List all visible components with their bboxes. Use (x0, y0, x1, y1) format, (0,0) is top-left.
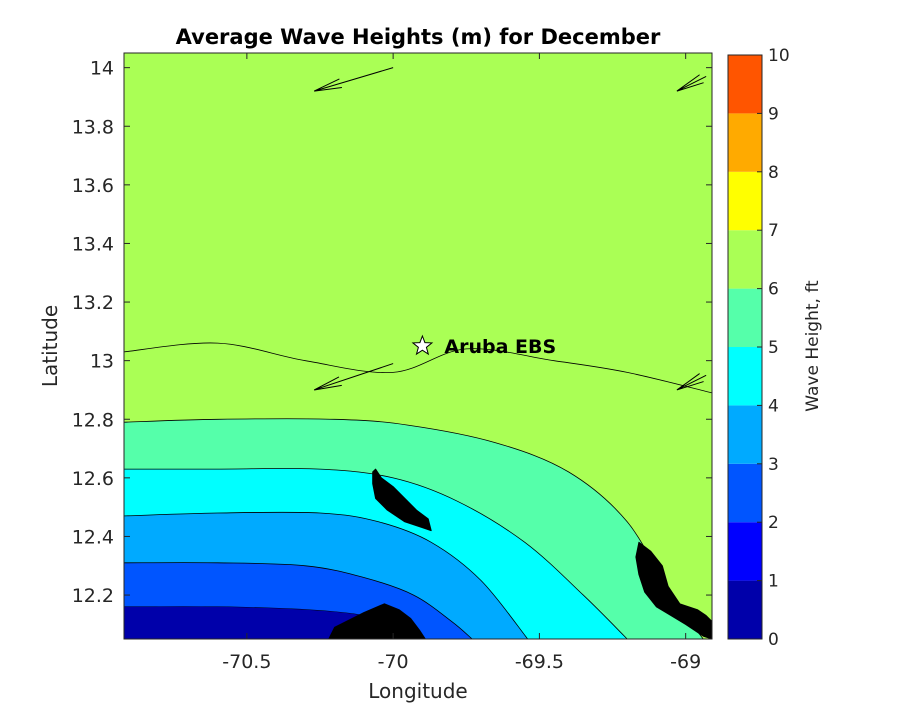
colorbar-segment-0-1 (728, 580, 762, 639)
y-tick-label: 12.8 (72, 409, 114, 431)
colorbar-segment-5-6 (728, 288, 762, 347)
y-tick-label: 12.2 (72, 585, 114, 607)
wave-vector-1 (313, 67, 394, 92)
colorbar-tick-label: 0 (768, 630, 779, 650)
wave-vector-3 (313, 363, 394, 391)
y-tick-label: 13.8 (72, 116, 114, 138)
land-mass-3 (328, 603, 426, 639)
plot-frame (123, 52, 713, 640)
colorbar-segment-4-5 (728, 347, 762, 406)
y-tick-label: 14 (90, 58, 114, 80)
contour-line-6 (124, 342, 712, 394)
y-tick-label: 13.2 (72, 292, 114, 314)
x-tick-label: -70.5 (222, 651, 271, 673)
colorbar-tick-label: 5 (768, 338, 779, 358)
colorbar-tick-label: 8 (768, 163, 779, 183)
land-mass-1 (372, 468, 432, 532)
colorbar-segment-3-4 (728, 405, 762, 464)
annotation-star-marker (411, 334, 434, 356)
wave-vector-4 (676, 373, 707, 391)
x-tick-label: -69.5 (515, 651, 564, 673)
y-axis-label: Latitude (38, 305, 62, 387)
x-axis: -70.5 -70 -69.5 -69 (222, 53, 701, 673)
x-tick-label: -69 (670, 651, 701, 673)
y-tick-label: 13 (90, 351, 114, 373)
colorbar-tick-label: 10 (768, 46, 790, 66)
colorbar-segment-6-7 (728, 230, 762, 289)
colorbar-segment-7-8 (728, 171, 762, 231)
wave-vector-2 (676, 74, 707, 92)
land-masses (328, 468, 712, 639)
y-tick-label: 12.4 (72, 526, 114, 548)
colorbar-label: Wave Height, ft (803, 280, 823, 412)
colorbar-tick-label: 4 (768, 396, 779, 416)
colorbar-tick-label: 7 (768, 221, 779, 241)
x-axis-label: Longitude (368, 679, 467, 703)
x-tick-label: -70 (378, 651, 409, 673)
colorbar-segment-2-3 (728, 463, 762, 523)
colorbar-segment-1-2 (728, 522, 762, 581)
annotation-label: Aruba EBS (444, 336, 556, 358)
contour-line-4 (124, 468, 628, 639)
contour-line-3 (124, 511, 529, 639)
wave-vectors (313, 67, 707, 391)
y-axis: 12.2 12.4 12.6 12.8 13 13.2 13.4 13.6 13.8 14 (72, 58, 712, 607)
land-mass-2 (635, 541, 712, 639)
colorbar-segment-8-9 (728, 113, 762, 172)
y-tick-label: 12.6 (72, 468, 114, 490)
colorbar-tick-label: 9 (768, 104, 779, 124)
colorbar-tick-label: 3 (768, 455, 779, 475)
contour-line-2 (124, 562, 473, 639)
colorbar-tick-label: 2 (768, 513, 779, 533)
colorbar-tick-label: 1 (768, 572, 779, 592)
colorbar: 0 1 2 3 4 5 6 7 8 9 10 (727, 46, 790, 650)
y-tick-label: 13.4 (72, 233, 114, 255)
chart-title: Average Wave Heights (m) for December (176, 25, 661, 49)
colorbar-segment-9-10 (728, 55, 762, 114)
annotations: Aruba EBS (411, 334, 556, 358)
y-tick-label: 13.6 (72, 175, 114, 197)
colorbar-tick-label: 6 (768, 280, 779, 300)
